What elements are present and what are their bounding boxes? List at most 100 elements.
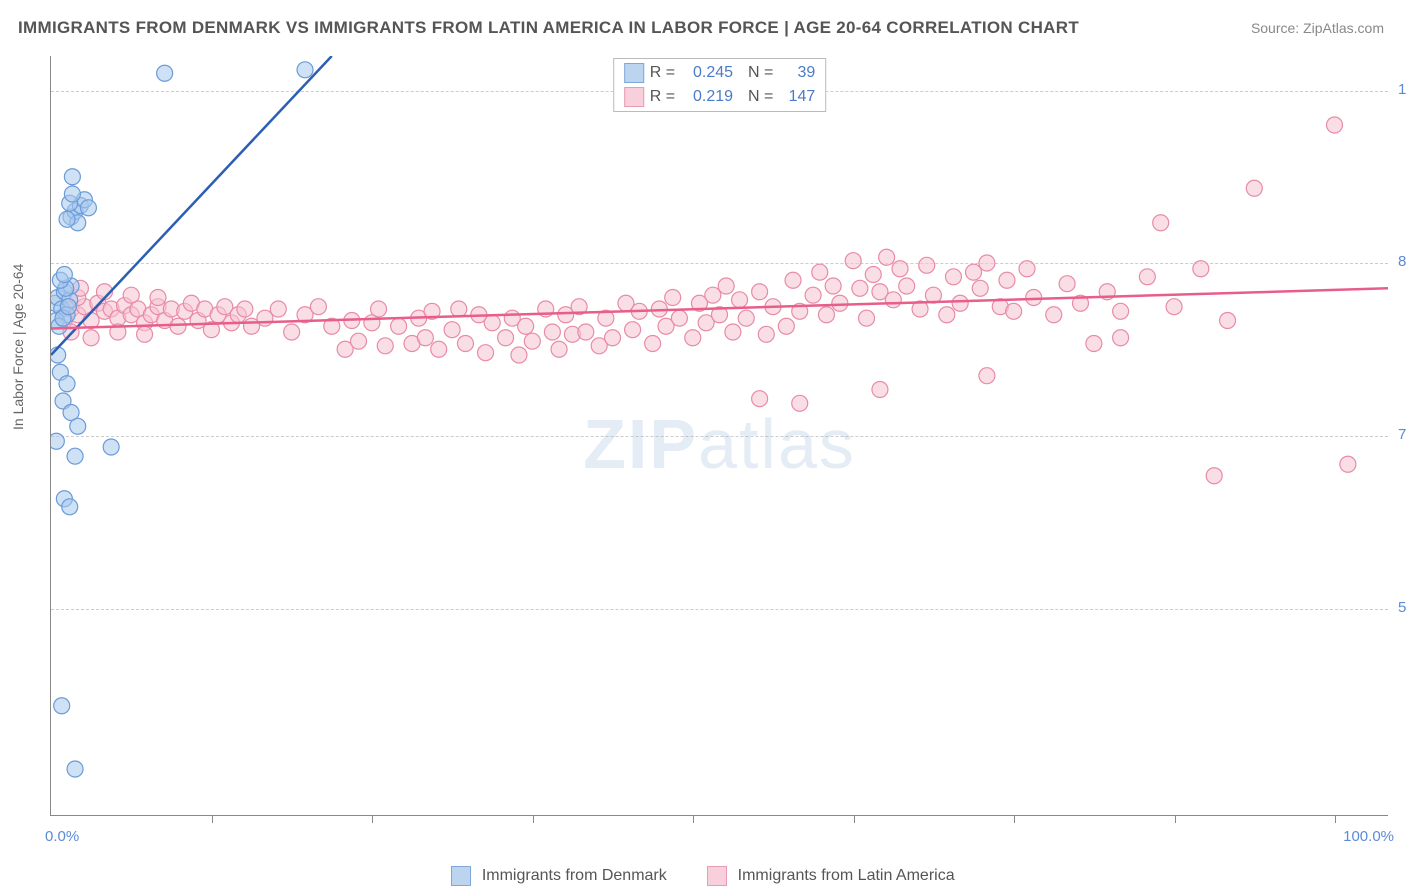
data-point: [1046, 307, 1062, 323]
data-point: [892, 261, 908, 277]
data-point: [979, 255, 995, 271]
data-point: [1327, 117, 1343, 133]
data-point: [284, 324, 300, 340]
data-point: [59, 376, 75, 392]
data-point: [157, 65, 173, 81]
legend-row-denmark: R = 0.245 N = 39: [624, 61, 816, 85]
data-point: [457, 336, 473, 352]
data-point: [297, 62, 313, 78]
data-point: [70, 418, 86, 434]
swatch-denmark-icon: [451, 866, 471, 886]
x-tick: [372, 815, 373, 823]
data-point: [952, 295, 968, 311]
x-tick: [854, 815, 855, 823]
n-value-latin: 147: [779, 85, 815, 109]
y-axis-label: In Labor Force | Age 20-64: [10, 264, 26, 430]
data-point: [1246, 180, 1262, 196]
x-tick: [1335, 815, 1336, 823]
data-point: [270, 301, 286, 317]
scatter-svg: [51, 56, 1388, 815]
data-point: [60, 299, 76, 315]
data-point: [377, 338, 393, 354]
data-point: [64, 186, 80, 202]
data-point: [859, 310, 875, 326]
swatch-latin-icon: [707, 866, 727, 886]
legend-label-latin: Immigrants from Latin America: [738, 867, 955, 884]
data-point: [1113, 330, 1129, 346]
data-point: [785, 272, 801, 288]
y-tick-label: 55.0%: [1390, 599, 1406, 616]
data-point: [832, 295, 848, 311]
data-point: [1006, 303, 1022, 319]
legend-item-denmark: Immigrants from Denmark: [451, 867, 671, 884]
data-point: [752, 391, 768, 407]
legend-label-denmark: Immigrants from Denmark: [482, 867, 667, 884]
data-point: [738, 310, 754, 326]
correlation-legend: R = 0.245 N = 39 R = 0.219 N = 147: [613, 58, 827, 112]
data-point: [718, 278, 734, 294]
data-point: [865, 267, 881, 283]
data-point: [972, 280, 988, 296]
data-point: [1340, 456, 1356, 472]
legend-item-latin: Immigrants from Latin America: [707, 867, 954, 884]
y-tick-label: 70.0%: [1390, 426, 1406, 443]
data-point: [758, 326, 774, 342]
data-point: [62, 499, 78, 515]
source-label: Source: ZipAtlas.com: [1251, 20, 1384, 36]
data-point: [945, 269, 961, 285]
data-point: [1220, 313, 1236, 329]
data-point: [544, 324, 560, 340]
data-point: [645, 336, 661, 352]
data-point: [792, 395, 808, 411]
data-point: [67, 448, 83, 464]
data-point: [391, 318, 407, 334]
data-point: [1139, 269, 1155, 285]
data-point: [518, 318, 534, 334]
data-point: [1206, 468, 1222, 484]
x-tick: [1175, 815, 1176, 823]
data-point: [1153, 215, 1169, 231]
y-tick-label: 85.0%: [1390, 253, 1406, 270]
data-point: [725, 324, 741, 340]
data-point: [417, 330, 433, 346]
data-point: [498, 330, 514, 346]
data-point: [1026, 290, 1042, 306]
data-point: [578, 324, 594, 340]
data-point: [939, 307, 955, 323]
y-tick-label: 100.0%: [1390, 81, 1406, 98]
data-point: [1086, 336, 1102, 352]
data-point: [818, 307, 834, 323]
x-tick: [1014, 815, 1015, 823]
data-point: [1193, 261, 1209, 277]
data-point: [351, 333, 367, 349]
data-point: [551, 341, 567, 357]
swatch-latin: [624, 87, 644, 107]
data-point: [778, 318, 794, 334]
chart-title: IMMIGRANTS FROM DENMARK VS IMMIGRANTS FR…: [18, 18, 1079, 38]
data-point: [54, 698, 70, 714]
data-point: [872, 382, 888, 398]
series-legend: Immigrants from Denmark Immigrants from …: [0, 866, 1406, 886]
data-point: [56, 267, 72, 283]
data-point: [64, 169, 80, 185]
data-point: [524, 333, 540, 349]
data-point: [80, 200, 96, 216]
data-point: [444, 322, 460, 338]
data-point: [879, 249, 895, 265]
r-value-denmark: 0.245: [681, 61, 733, 85]
data-point: [484, 315, 500, 331]
x-label-right: 100.0%: [1343, 828, 1394, 845]
data-point: [310, 299, 326, 315]
data-point: [59, 211, 75, 227]
data-point: [671, 310, 687, 326]
legend-row-latin: R = 0.219 N = 147: [624, 85, 816, 109]
data-point: [83, 330, 99, 346]
data-point: [605, 330, 621, 346]
data-point: [732, 292, 748, 308]
data-point: [885, 292, 901, 308]
data-point: [665, 290, 681, 306]
data-point: [371, 301, 387, 317]
data-point: [825, 278, 841, 294]
x-tick: [533, 815, 534, 823]
data-point: [845, 253, 861, 269]
